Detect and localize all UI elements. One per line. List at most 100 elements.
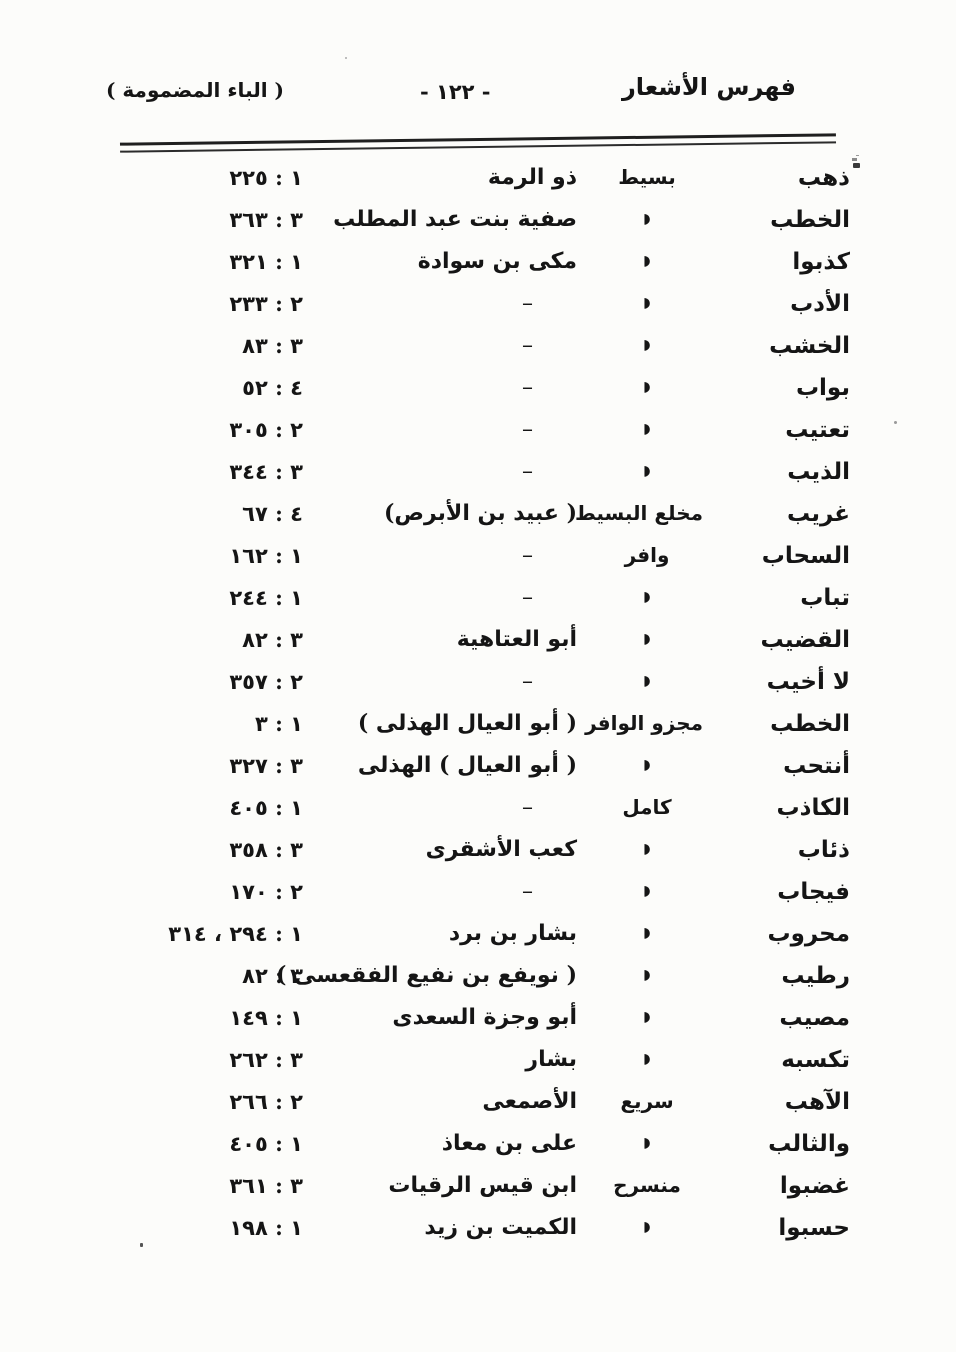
meter-name: وافر xyxy=(624,543,670,567)
meter-name: ◗ xyxy=(643,253,651,269)
rhyme-word: الأدب xyxy=(790,289,850,317)
meter-name: ◗ xyxy=(643,211,651,227)
meter-name: ◗ xyxy=(643,967,651,983)
volume-page-ref: ٣ : ٣٦٣ xyxy=(229,206,303,232)
volume-page-ref: ٢ : ٢٦٦ xyxy=(229,1088,303,1114)
poet-name: – xyxy=(522,290,533,316)
poet-name: ( عبيد بن الأبرص) xyxy=(383,500,577,526)
table-row: تعتيب ◗ – ٢ : ٣٠٥ xyxy=(128,408,850,450)
meter-name: ◗ xyxy=(643,841,651,857)
rhyme-word: القضيب xyxy=(760,625,850,653)
poet-name: أبو وجزة السعدى xyxy=(392,1004,577,1030)
meter-name: كامل xyxy=(622,795,672,819)
rhyme-word: محروب xyxy=(767,919,850,947)
volume-page-ref: ٢ : ١٧٠ xyxy=(229,878,303,904)
rhyme-word: السحاب xyxy=(761,541,850,569)
table-row: الآهب سريع الأصمعى ٢ : ٢٦٦ xyxy=(128,1080,850,1122)
poet-name: – xyxy=(522,584,533,610)
table-row: فيجاب ◗ – ٢ : ١٧٠ xyxy=(128,870,850,912)
rhyme-word: مصيب xyxy=(779,1003,850,1031)
meter-name: ◗ xyxy=(643,589,651,605)
rhyme-word: غضبوا xyxy=(779,1171,850,1199)
rhyme-word: بواب xyxy=(795,373,850,401)
page-number: - ١٢٢ - xyxy=(420,79,491,104)
poet-name: بشار بن برد xyxy=(448,920,577,946)
volume-page-ref: ٢ : ٣٠٥ xyxy=(229,416,303,442)
rhyme-word: والثالب xyxy=(768,1129,850,1157)
volume-page-ref: ٣ : ٨٢ xyxy=(242,962,303,988)
rhyme-word: رطيب xyxy=(781,961,850,989)
volume-page-ref: ١ : ٢٤٤ xyxy=(229,584,303,610)
rhyme-word: غريب xyxy=(786,499,850,527)
rhyme-word: الآهب xyxy=(784,1087,850,1115)
meter-name: منسرح xyxy=(613,1173,681,1197)
table-row: أنتحب ◗ ( أبو العيال ) الهذلى ٣ : ٣٢٧ xyxy=(128,744,850,786)
meter-name: مخلع البسيط xyxy=(574,501,703,525)
meter-name: مجزو الوافر xyxy=(585,711,703,735)
volume-page-ref: ٣ : ٨٢ xyxy=(242,626,303,652)
table-row: رطيب ◗ ( نويفع بن نفيع الفقعسى ) ٣ : ٨٢ xyxy=(128,954,850,996)
meter-name: ◗ xyxy=(643,631,651,647)
meter-name: ◗ xyxy=(643,1135,651,1151)
rhyme-word: أنتحب xyxy=(783,751,850,779)
table-row: تباب ◗ – ١ : ٢٤٤ xyxy=(128,576,850,618)
volume-page-ref: ١ : ١٩٨ xyxy=(229,1214,303,1240)
poet-name: ذو الرمة xyxy=(487,164,577,190)
meter-name: ◗ xyxy=(643,421,651,437)
volume-page-ref: ١ : ٤٠٥ xyxy=(229,1130,303,1156)
table-row: الكاذب كامل – ١ : ٤٠٥ xyxy=(128,786,850,828)
poem-index-table: ذهب بسيط ذو الرمة ١ : ٢٢٥ الخطب ◗ صفية ب… xyxy=(128,156,850,1248)
table-row: السحاب وافر – ١ : ١٦٢ xyxy=(128,534,850,576)
rhyme-word: الخطب xyxy=(770,709,850,737)
rhyme-word: ذهب xyxy=(797,163,850,191)
poet-name: – xyxy=(522,332,533,358)
rhyme-word: حسبوا xyxy=(778,1213,850,1241)
scan-speck xyxy=(140,1243,143,1247)
volume-page-ref: ٣ : ٢٦٢ xyxy=(229,1046,303,1072)
table-row: الخطب ◗ صفية بنت عبد المطلب ٣ : ٣٦٣ xyxy=(128,198,850,240)
meter-name: ◗ xyxy=(643,925,651,941)
volume-page-ref: ١ : ٣ xyxy=(254,710,303,736)
poet-name: صفية بنت عبد المطلب xyxy=(333,206,577,232)
volume-page-ref: ٣ : ٣٤٤ xyxy=(229,458,303,484)
volume-page-ref: ١ : ٤٠٥ xyxy=(229,794,303,820)
rhyme-word: لا أخيب xyxy=(766,667,850,695)
volume-page-ref: ١ : ٣٢١ xyxy=(229,248,303,274)
volume-page-ref: ٤ : ٦٧ xyxy=(242,500,303,526)
table-row: القضيب ◗ أبو العتاهية ٣ : ٨٢ xyxy=(128,618,850,660)
volume-page-ref: ١ : ١٤٩ xyxy=(229,1004,303,1030)
table-row: غريب مخلع البسيط ( عبيد بن الأبرص) ٤ : ٦… xyxy=(128,492,850,534)
header-divider-rule xyxy=(119,133,837,153)
table-row: الذيب ◗ – ٣ : ٣٤٤ xyxy=(128,450,850,492)
meter-name: ◗ xyxy=(643,337,651,353)
book-index-title: فهرس الأشعار xyxy=(621,72,796,101)
poet-name: الأصمعى xyxy=(482,1088,577,1114)
poet-name: بشار xyxy=(525,1046,577,1072)
rhyme-word: تعتيب xyxy=(785,415,850,443)
rhyme-word: الكاذب xyxy=(776,793,850,821)
scan-speck xyxy=(345,57,347,59)
rhyme-word: كذبوا xyxy=(792,247,850,275)
volume-page-ref: ٤ : ٥٢ xyxy=(242,374,303,400)
poet-name: – xyxy=(522,794,533,820)
poet-name: – xyxy=(522,878,533,904)
meter-name: ◗ xyxy=(643,673,651,689)
poet-name: – xyxy=(522,668,533,694)
poet-name: ( أبو العيال ) الهذلى xyxy=(357,752,577,778)
meter-name: ◗ xyxy=(643,1051,651,1067)
table-row: ذئاب ◗ كعب الأشقرى ٣ : ٣٥٨ xyxy=(128,828,850,870)
volume-page-ref: ١ : ٢٩٤ ، ٣١٤ xyxy=(168,920,303,946)
scan-speck xyxy=(853,163,860,168)
meter-name: ◗ xyxy=(643,463,651,479)
poet-name: ابن قيس الرقيات xyxy=(388,1172,577,1198)
section-label: ( الباء المضمومة ) xyxy=(106,78,285,102)
rhyme-word: فيجاب xyxy=(777,877,850,905)
table-row: تكسبه ◗ بشار ٣ : ٢٦٢ xyxy=(128,1038,850,1080)
table-row: محروب ◗ بشار بن برد ١ : ٢٩٤ ، ٣١٤ xyxy=(128,912,850,954)
table-row: غضبوا منسرح ابن قيس الرقيات ٣ : ٣٦١ xyxy=(128,1164,850,1206)
poet-name: – xyxy=(522,542,533,568)
rhyme-word: الذيب xyxy=(787,457,850,485)
meter-name: ◗ xyxy=(643,379,651,395)
poet-name: ( أبو العيال الهذلى ) xyxy=(357,710,577,736)
poet-name: – xyxy=(522,416,533,442)
